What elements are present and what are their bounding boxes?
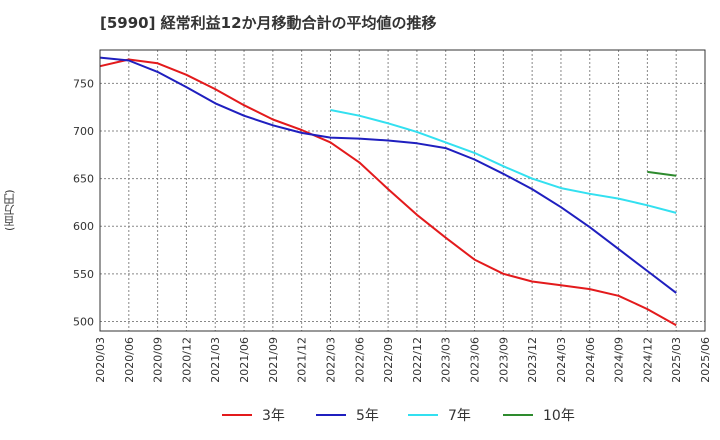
x-tick-label: 2020/03 — [94, 337, 107, 383]
y-tick-label: 500 — [73, 315, 94, 328]
y-tick-label: 750 — [73, 77, 94, 90]
x-tick-label: 2025/03 — [670, 337, 683, 383]
x-tick-label: 2023/03 — [440, 337, 453, 383]
x-tick-label: 2022/12 — [411, 337, 424, 383]
x-tick-label: 2020/12 — [180, 337, 193, 383]
x-tick-label: 2022/03 — [324, 337, 337, 383]
legend-label: 5年 — [356, 408, 379, 424]
chart-title: [5990] 経常利益12か月移動合計の平均値の推移 — [100, 14, 437, 32]
legend-item: 10年 — [503, 404, 575, 426]
series-line-7年 — [330, 109, 677, 214]
series-line-3年 — [99, 58, 677, 327]
x-tick-label: 2025/06 — [699, 337, 712, 383]
x-tick-label: 2023/06 — [469, 337, 482, 383]
legend: 3年 5年 7年 10年 — [0, 404, 720, 426]
legend-swatch — [408, 414, 438, 416]
y-tick-label: 650 — [73, 173, 94, 186]
series-line-10年 — [647, 170, 677, 177]
legend-label: 10年 — [543, 408, 575, 424]
legend-swatch — [503, 414, 533, 416]
x-tick-label: 2020/06 — [123, 337, 136, 383]
x-tick-label: 2021/09 — [267, 337, 280, 383]
x-tick-label: 2024/06 — [584, 337, 597, 383]
grid-layer — [100, 50, 705, 331]
x-tick-label: 2024/09 — [613, 337, 626, 383]
legend-item: 7年 — [408, 404, 471, 426]
x-tick-label: 2024/03 — [555, 337, 568, 383]
x-tick-label: 2021/06 — [238, 337, 251, 383]
plot-frame — [99, 49, 706, 332]
x-tick-label: 2022/09 — [382, 337, 395, 383]
x-tick-label: 2023/09 — [497, 337, 510, 383]
legend-item: 5年 — [316, 404, 379, 426]
axis-layer: 2020/03 2020/06 2020/09 2020/12 2021/03 2021/… — [73, 49, 712, 383]
x-tick-label: 2021/12 — [296, 337, 309, 383]
x-tick-label: 2022/06 — [353, 337, 366, 383]
x-tick-label: 2023/12 — [526, 337, 539, 383]
y-tick-label: 700 — [73, 125, 94, 138]
x-tick-label: 2020/09 — [152, 337, 165, 383]
legend-label: 7年 — [448, 408, 471, 424]
x-tick-label: 2021/03 — [209, 337, 222, 383]
legend-swatch — [222, 414, 252, 416]
y-tick-label: 600 — [73, 220, 94, 233]
plot-area: 2020/03 2020/06 2020/09 2020/12 2021/03 2021/… — [73, 49, 712, 383]
legend-item: 3年 — [222, 404, 285, 426]
y-tick-label: 550 — [73, 268, 94, 281]
series-layer — [99, 56, 677, 327]
legend-swatch — [316, 414, 346, 416]
legend-label: 3年 — [262, 408, 285, 424]
x-tick-label: 2024/12 — [641, 337, 654, 383]
series-line-5年 — [99, 56, 677, 294]
